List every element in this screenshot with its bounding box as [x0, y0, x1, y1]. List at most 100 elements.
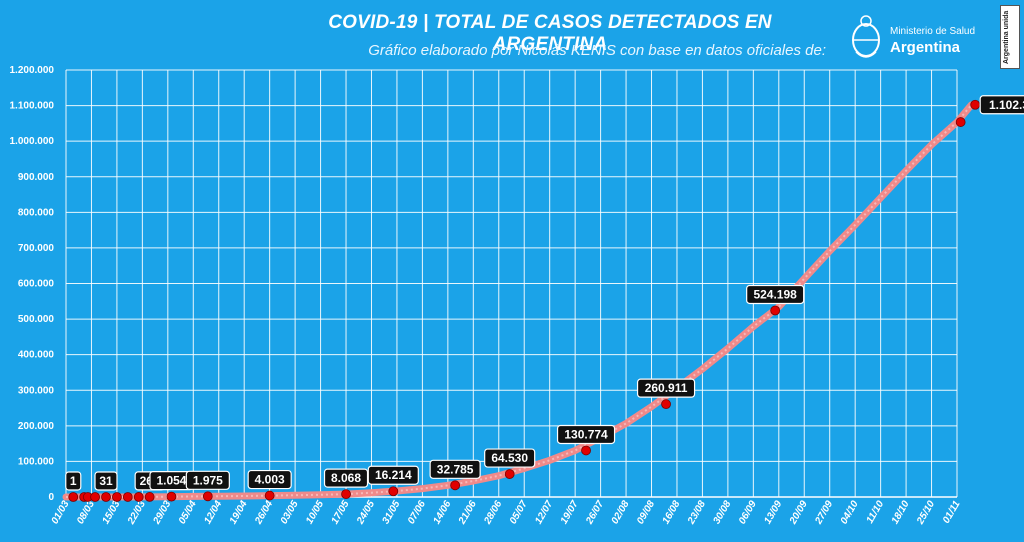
y-tick-label: 1.200.000	[10, 65, 55, 76]
y-tick-label: 0	[48, 492, 54, 503]
ministry-country: Argentina	[890, 39, 961, 56]
x-tick-label: 22/03	[125, 499, 148, 527]
x-tick-label: 19/07	[559, 499, 581, 527]
x-tick-label: 30/08	[711, 499, 733, 527]
data-point	[770, 305, 781, 316]
x-tick-label: 03/05	[279, 499, 301, 527]
data-label: 260.911	[645, 381, 688, 395]
data-point	[133, 492, 144, 502]
x-tick-label: 14/06	[431, 499, 453, 527]
data-point	[341, 489, 351, 500]
y-tick-label: 600.000	[18, 279, 55, 290]
y-tick-label: 300.000	[18, 385, 55, 396]
data-label: 32.785	[437, 462, 474, 476]
data-label-box	[556, 424, 616, 445]
y-tick-label: 500.000	[18, 314, 55, 325]
series-line-path	[62, 101, 975, 501]
x-tick-label: 04/10	[839, 499, 861, 527]
data-label: 4.003	[255, 473, 285, 487]
x-tick-label: 01/11	[941, 499, 963, 526]
data-label-box	[323, 468, 369, 488]
x-tick-label: 02/08	[610, 499, 632, 527]
x-tick-label: 06/09	[737, 499, 759, 527]
x-tick-label: 23/08	[685, 499, 708, 527]
data-label: 1.975	[193, 473, 223, 487]
data-label-box	[185, 470, 230, 490]
data-point	[581, 445, 591, 456]
data-label-box	[636, 378, 696, 398]
x-tick-label: 12/07	[533, 499, 555, 527]
x-tick-label: 19/04	[228, 499, 250, 527]
y-tick-label: 800.000	[18, 207, 55, 218]
data-label-box	[94, 471, 118, 491]
data-label: 16.214	[375, 468, 412, 482]
coat-of-arms-icon	[852, 15, 880, 58]
data-point	[122, 492, 133, 502]
data-label-box	[484, 448, 536, 468]
ministry-logo: Ministerio de Salud Argentina	[844, 10, 984, 66]
data-label-box	[979, 95, 1024, 115]
data-label: 130.774	[564, 427, 608, 441]
x-tick-label: 17/05	[330, 499, 352, 527]
y-tick-label: 400.000	[18, 350, 55, 361]
data-point	[264, 490, 275, 501]
data-label-box	[746, 284, 805, 305]
data-markers	[68, 99, 981, 502]
data-label-box	[367, 465, 419, 485]
data-label-box	[65, 471, 82, 491]
y-tick-label: 200.000	[18, 421, 55, 432]
x-tick-label: 05/07	[508, 499, 530, 527]
y-tick-label: 1.100.000	[10, 101, 55, 112]
x-tick-label: 13/09	[762, 499, 784, 527]
chart-subtitle: Gráfico elaborado por Nicolás KENIS con …	[368, 42, 826, 59]
x-tick-label: 21/06	[456, 499, 479, 527]
chart-title: COVID-19 | TOTAL DE CASOS DETECTADOS EN …	[328, 12, 772, 55]
data-point	[68, 492, 79, 502]
x-tick-label: 10/05	[304, 499, 326, 527]
x-tick-label: 27/09	[813, 499, 836, 527]
x-tick-label: 05/04	[177, 499, 199, 527]
series-line-texture	[66, 104, 973, 498]
y-tick-label: 900.000	[18, 172, 55, 183]
data-point	[101, 492, 111, 502]
data-label: 524.198	[753, 287, 797, 301]
data-point	[166, 491, 177, 502]
grid	[65, 69, 958, 498]
data-label: 1.054	[156, 474, 186, 488]
x-tick-label: 25/10	[915, 499, 938, 527]
x-tick-label: 26/04	[253, 499, 276, 527]
data-label: 8.068	[331, 471, 361, 485]
data-label: 1	[70, 474, 77, 488]
x-tick-label: 16/08	[661, 499, 683, 527]
ministry-name: Ministerio de Salud	[890, 26, 976, 37]
data-point	[661, 399, 671, 410]
x-tick-label: 11/10	[865, 499, 887, 526]
x-tick-label: 26/07	[584, 499, 607, 527]
y-tick-label: 100.000	[18, 456, 55, 467]
y-tick-label: 700.000	[18, 243, 55, 254]
data-point	[112, 492, 122, 502]
x-tick-label: 07/06	[406, 499, 428, 527]
x-tick-label: 20/09	[787, 499, 810, 527]
data-label-box	[247, 469, 292, 490]
x-tick-label: 29/03	[151, 499, 174, 527]
x-tick-label: 12/04	[202, 499, 224, 527]
data-point	[144, 492, 155, 502]
x-tick-label: 08/03	[75, 499, 97, 527]
data-label: 64.530	[491, 451, 528, 465]
x-tick-label: 28/06	[482, 499, 505, 527]
data-point	[202, 491, 213, 502]
data-point	[504, 469, 515, 479]
x-tick-label: 09/08	[635, 499, 657, 527]
x-tick-label: 24/05	[355, 499, 378, 527]
data-point	[970, 99, 981, 110]
data-label-box	[429, 459, 481, 479]
data-point	[955, 117, 966, 127]
data-label: 31	[99, 474, 113, 488]
y-tick-label: 1.000.000	[10, 136, 55, 147]
argentina-unida-badge: Argentina unida	[1000, 5, 1020, 69]
x-tick-label: 18/10	[890, 499, 912, 527]
data-point	[90, 492, 100, 502]
data-label: 1.102.301	[989, 98, 1024, 112]
